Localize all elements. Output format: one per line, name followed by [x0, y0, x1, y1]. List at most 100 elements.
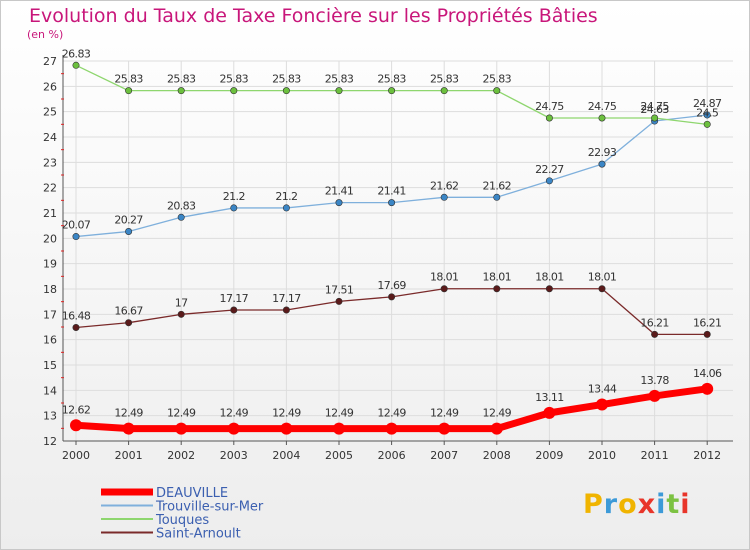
x-tick-label: 2001 [115, 449, 143, 462]
data-label: 26.83 [62, 47, 91, 60]
legend-label: Trouville-sur-Mer [155, 500, 264, 515]
chart-title: Evolution du Taux de Taxe Foncière sur l… [29, 5, 598, 27]
data-point [388, 87, 396, 95]
data-label: 21.41 [377, 185, 406, 198]
data-point [177, 213, 185, 221]
data-point [333, 422, 345, 435]
logo-letter: P [583, 489, 604, 520]
data-point [175, 422, 188, 435]
data-label: 12.49 [325, 407, 354, 420]
data-label: 17.69 [377, 279, 406, 292]
data-point [598, 114, 606, 122]
x-tick-label: 2005 [325, 449, 353, 462]
data-label: 20.27 [114, 213, 143, 226]
data-point [545, 285, 553, 293]
data-point [177, 310, 185, 318]
data-point [596, 398, 608, 411]
data-label: 12.49 [220, 407, 249, 420]
data-label: 13.44 [588, 383, 617, 396]
data-label: 12.49 [377, 407, 406, 420]
data-label: 17.17 [220, 292, 249, 305]
data-label: 25.83 [272, 73, 301, 86]
data-point [335, 87, 343, 95]
data-label: 12.49 [114, 407, 143, 420]
data-label: 24.75 [535, 100, 564, 113]
data-label: 24.5 [696, 106, 719, 119]
x-tick-label: 2004 [272, 449, 300, 462]
data-label: 22.27 [535, 163, 564, 176]
data-point [230, 306, 238, 314]
data-point [125, 319, 133, 327]
data-label: 12.49 [483, 407, 512, 420]
data-label: 25.83 [167, 73, 196, 86]
data-point [493, 87, 501, 95]
data-label: 18.01 [483, 271, 512, 284]
x-tick-label: 2009 [535, 449, 563, 462]
data-label: 21.62 [483, 179, 512, 192]
data-point [598, 285, 606, 293]
data-label: 17.51 [325, 283, 354, 296]
data-label: 17 [175, 296, 188, 309]
data-label: 22.93 [588, 146, 617, 159]
data-point [72, 233, 80, 241]
logo-letter: t [666, 489, 681, 520]
x-tick-label: 2007 [430, 449, 458, 462]
y-tick-label: 17 [43, 308, 57, 321]
x-tick-label: 2010 [588, 449, 616, 462]
data-point [651, 330, 659, 338]
x-tick-label: 2006 [378, 449, 406, 462]
logo-letter: i [680, 489, 691, 520]
x-tick-label: 2008 [483, 449, 511, 462]
y-tick-label: 21 [43, 207, 57, 220]
data-label: 12.62 [62, 403, 91, 416]
y-tick-label: 25 [43, 106, 57, 119]
data-point [388, 199, 396, 207]
data-point [282, 204, 290, 212]
data-point [440, 87, 448, 95]
data-point [543, 406, 556, 419]
data-point [388, 293, 396, 301]
data-label: 24.63 [640, 103, 669, 116]
data-label: 12.49 [430, 407, 459, 420]
data-point [230, 204, 238, 212]
data-point [490, 422, 503, 435]
x-tick-label: 2000 [62, 449, 90, 462]
data-point [493, 285, 501, 293]
data-point [230, 87, 238, 95]
data-label: 21.2 [223, 190, 245, 203]
data-label: 16.67 [114, 305, 143, 318]
data-point [545, 114, 553, 122]
data-label: 24.75 [640, 100, 669, 113]
data-label: 17.17 [272, 292, 301, 305]
data-point [598, 160, 606, 168]
data-point [440, 285, 448, 293]
y-tick-label: 16 [43, 334, 57, 347]
data-label: 25.83 [377, 73, 406, 86]
data-label: 25.83 [430, 73, 459, 86]
data-point [335, 297, 343, 305]
data-point [282, 306, 290, 314]
y-tick-label: 14 [43, 384, 57, 397]
data-label: 20.07 [62, 219, 91, 232]
data-label: 16.21 [640, 316, 669, 329]
data-point [703, 111, 711, 119]
data-point [651, 114, 659, 122]
data-label: 20.83 [167, 199, 196, 212]
data-point [72, 324, 80, 332]
logo-letter: r [603, 489, 619, 520]
logo-letter: x [637, 489, 657, 520]
data-label: 12.49 [167, 407, 196, 420]
data-label: 16.48 [62, 310, 91, 323]
data-label: 25.83 [114, 73, 143, 86]
x-tick-label: 2012 [693, 449, 721, 462]
legend-label: Touques [155, 513, 209, 528]
data-point [177, 87, 185, 95]
data-point [703, 330, 711, 338]
data-label: 14.06 [693, 367, 722, 380]
y-tick-label: 23 [43, 156, 57, 169]
legend-label: Saint-Arnoult [156, 527, 241, 542]
data-point [385, 422, 398, 435]
y-tick-label: 15 [43, 359, 57, 372]
y-tick-label: 13 [43, 410, 57, 423]
